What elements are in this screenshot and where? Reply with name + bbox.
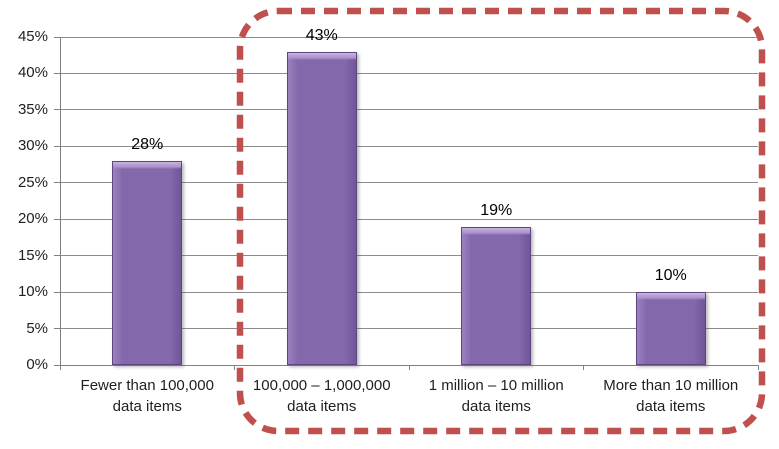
bar xyxy=(286,51,357,365)
y-axis-label: 40% xyxy=(17,64,48,82)
y-axis-label: 5% xyxy=(26,319,48,337)
y-axis-label: 45% xyxy=(17,28,48,45)
bar-value-label: 19% xyxy=(480,201,513,219)
gridline xyxy=(60,36,758,38)
bar xyxy=(112,160,183,365)
y-axis-tick xyxy=(54,72,60,74)
x-axis-tick xyxy=(59,365,61,370)
bar-bevel-highlight xyxy=(113,161,182,169)
y-axis-tick xyxy=(54,145,60,147)
x-axis-tick xyxy=(583,365,584,370)
y-axis-label: 10% xyxy=(17,283,48,301)
bar-value-label: 43% xyxy=(305,26,338,44)
gridline xyxy=(60,109,758,111)
bar-value-label: 10% xyxy=(654,267,687,285)
bar xyxy=(635,292,706,365)
y-axis-tick xyxy=(54,182,60,184)
y-axis-label: 20% xyxy=(17,210,48,228)
category-label: Fewer than 100,000 data items xyxy=(80,377,214,415)
y-axis-label: 0% xyxy=(26,356,48,373)
category-label: 100,000 – 1,000,000 data items xyxy=(252,377,391,415)
y-axis-label: 30% xyxy=(17,137,48,155)
bar-value-label: 28% xyxy=(131,135,164,153)
category-label: 1 million – 10 million data items xyxy=(428,377,564,415)
x-axis-tick xyxy=(757,365,759,370)
bar-bevel-highlight xyxy=(636,293,705,301)
x-axis-tick xyxy=(234,365,235,370)
bar xyxy=(461,226,532,365)
y-axis-tick xyxy=(54,218,60,220)
gridline xyxy=(60,72,758,74)
y-axis-label: 15% xyxy=(17,246,48,264)
y-axis-tick xyxy=(54,328,60,330)
bar-bevel-highlight xyxy=(462,227,531,235)
x-axis-tick xyxy=(408,365,410,370)
y-axis-tick xyxy=(54,255,60,257)
bar-bevel-highlight xyxy=(287,52,356,60)
category-label: More than 10 million data items xyxy=(603,377,739,415)
y-axis-tick xyxy=(54,36,60,38)
y-axis-tick xyxy=(54,109,60,111)
y-axis-tick xyxy=(54,291,60,293)
y-axis-label: 25% xyxy=(17,173,48,191)
y-axis-line xyxy=(60,37,61,369)
y-axis-tick xyxy=(54,364,60,366)
y-axis-label: 35% xyxy=(17,100,48,118)
